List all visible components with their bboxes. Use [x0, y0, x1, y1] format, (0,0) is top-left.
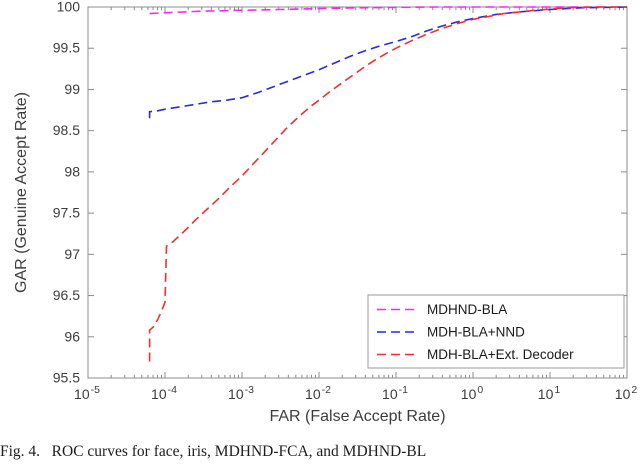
x-tick-label: 100 [461, 384, 484, 402]
y-axis-label: GAR (Genuine Accept Rate) [13, 92, 30, 293]
x-tick-label: 10-4 [151, 384, 177, 402]
series-curves [148, 6, 628, 362]
y-tick-label: 96.5 [53, 287, 80, 303]
y-tick-label: 99 [64, 81, 80, 97]
legend-label: MDHND-BLA [427, 302, 507, 317]
x-axis-minor-ticks [110, 7, 624, 378]
series-line-mdh-bla-ext-decoder [148, 6, 627, 362]
y-tick-label: 100 [57, 0, 81, 15]
y-tick-label: 96 [64, 328, 80, 344]
roc-plot: 10-5 10-4 10-3 10-2 10-1 100 101 10295.59696.59… [13, 0, 637, 425]
y-tick-label: 98.5 [53, 122, 80, 138]
axes-box [87, 6, 628, 379]
figure-caption: Fig. 4. ROC curves for face, iris, MDHND… [0, 443, 427, 460]
series-line-mdhnd-bla [149, 6, 627, 15]
x-tick-label: 10-5 [74, 384, 100, 402]
x-tick-label: 101 [538, 384, 561, 402]
legend-label: MDH-BLA+Ext. Decoder [427, 347, 574, 362]
y-axis: 95.5 96 96.5 97 97.5 98 98.5 99 99.5 100 [53, 0, 627, 386]
y-tick-label: 99.5 [53, 40, 80, 56]
y-tick-label: 98 [64, 163, 80, 179]
y-tick-label: 95.5 [53, 370, 80, 386]
x-tick-label: 10-2 [305, 384, 331, 402]
x-tick-label: 102 [615, 384, 638, 402]
x-axis: 10-5 10-4 10-3 10-2 10-1 100 101 102 [74, 7, 637, 402]
y-tick-label: 97 [64, 246, 80, 262]
series-line-mdh-bla-nnd [148, 6, 628, 119]
legend: MDHND-BLA MDH-BLA+NND MDH-BLA+Ext. Decoder [367, 294, 625, 369]
legend-label: MDH-BLA+NND [427, 325, 525, 340]
x-tick-label: 10-1 [382, 384, 408, 402]
y-tick-label: 97.5 [53, 205, 80, 221]
x-axis-label: FAR (False Accept Rate) [269, 408, 445, 425]
x-tick-label: 10-3 [228, 384, 254, 402]
